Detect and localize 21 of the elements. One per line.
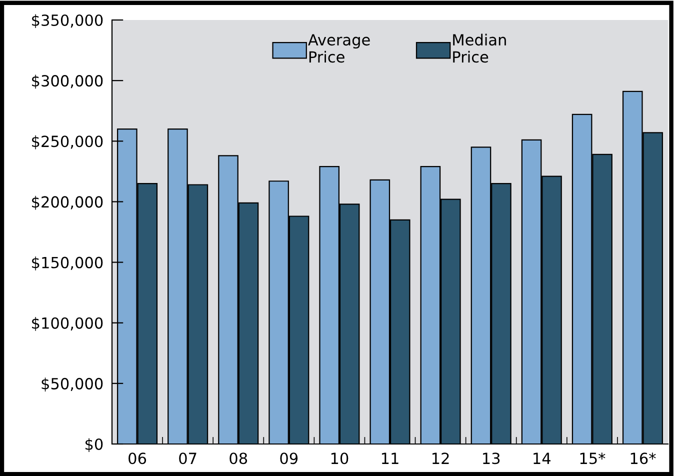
- y-tick-label: $250,000: [32, 135, 103, 150]
- x-tick-label: 15*: [580, 452, 606, 464]
- x-tick-label: 14: [534, 452, 550, 464]
- x-tick-label: 09: [280, 452, 298, 464]
- x-tick-label: 16*: [630, 452, 656, 464]
- y-tick-label: $300,000: [32, 74, 103, 89]
- x-tick-label: 13: [483, 452, 500, 464]
- y-tick-label: $350,000: [32, 14, 103, 28]
- y-tick-label: $100,000: [32, 317, 103, 331]
- x-tick-label: 06: [128, 452, 146, 464]
- x-tick-label: 08: [230, 452, 248, 464]
- y-tick-label: $50,000: [42, 378, 103, 392]
- x-tick-label: 11: [382, 452, 398, 464]
- y-tick-label: $0: [85, 438, 103, 452]
- y-tick-label: $150,000: [32, 256, 103, 270]
- legend-label: Median Price: [453, 34, 506, 63]
- x-tick-label: 12: [432, 452, 449, 464]
- x-tick-label: 10: [331, 452, 348, 464]
- x-tick-label: 07: [179, 452, 196, 464]
- legend-label: Average Price: [308, 34, 370, 63]
- y-tick-label: $200,000: [32, 196, 103, 210]
